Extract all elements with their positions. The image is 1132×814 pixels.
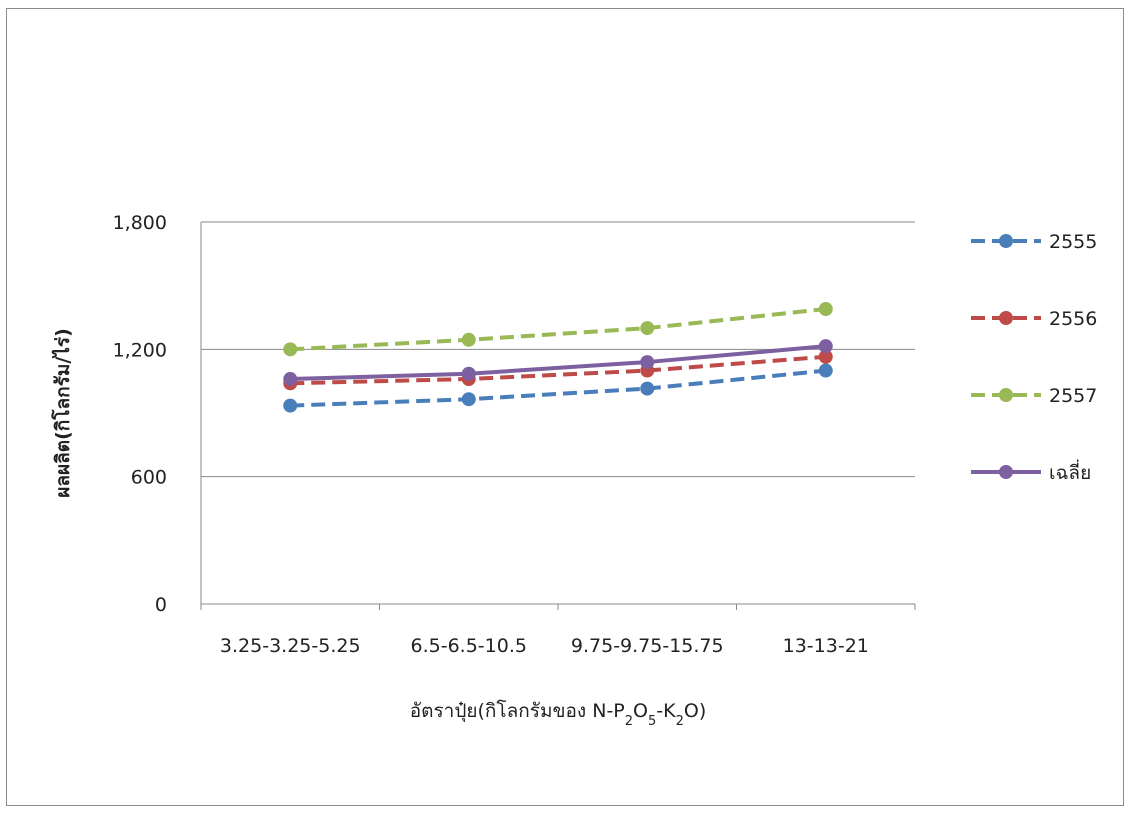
x-tick-label: 3.25-3.25-5.25	[220, 635, 361, 657]
legend: 2555 2556 2557 เฉลี่ย	[971, 231, 1097, 484]
data-point	[818, 339, 833, 354]
data-point	[283, 372, 298, 387]
legend-label: 2557	[1049, 385, 1097, 407]
series-2	[283, 302, 833, 357]
data-point	[461, 392, 476, 407]
series-line	[290, 354, 826, 386]
y-axis-title: ผลผลิต(กิโลกรัม/ไร่)	[51, 328, 74, 498]
data-point	[818, 363, 833, 378]
axes	[200, 222, 916, 610]
legend-item: เฉลี่ย	[971, 459, 1091, 484]
legend-swatch-marker	[999, 234, 1013, 248]
x-tick-labels: 3.25-3.25-5.25 6.5-6.5-10.5 9.75-9.75-15.7…	[220, 635, 869, 657]
data-point	[640, 355, 655, 370]
series-lines	[283, 302, 833, 413]
data-point	[818, 349, 833, 364]
legend-swatch-marker	[999, 388, 1013, 402]
legend-item: 2556	[971, 308, 1097, 330]
data-point	[640, 381, 655, 396]
x-tick-label: 9.75-9.75-15.75	[571, 635, 724, 657]
series-line	[290, 344, 826, 382]
legend-label: 2555	[1049, 231, 1097, 253]
x-tick-label: 6.5-6.5-10.5	[411, 635, 527, 657]
legend-item: 2557	[971, 385, 1097, 407]
chart-frame: 0 600 1,200 1,800 3.25-3.25-5.25 6.5-6.5-10.…	[6, 8, 1124, 806]
data-point	[461, 366, 476, 381]
data-point	[283, 398, 298, 413]
legend-swatch-marker	[999, 465, 1013, 479]
data-point	[640, 321, 655, 336]
legend-label: เฉลี่ย	[1049, 459, 1091, 484]
series-1	[283, 349, 833, 391]
legend-label: 2556	[1049, 308, 1097, 330]
x-tick-label: 13-13-21	[783, 635, 869, 657]
y-tick-label: 1,800	[113, 212, 167, 234]
line-chart: 0 600 1,200 1,800 3.25-3.25-5.25 6.5-6.5-10.…	[51, 212, 1097, 729]
legend-item: 2555	[971, 231, 1097, 253]
y-tick-label: 0	[155, 594, 167, 616]
y-tick-label: 1,200	[113, 339, 167, 361]
y-tick-labels: 0 600 1,200 1,800	[113, 212, 167, 616]
y-tick-label: 600	[131, 467, 167, 489]
series-line	[290, 307, 826, 352]
legend-swatch-marker	[999, 311, 1013, 325]
x-axis-title: อัตราปุ๋ย(กิโลกรัมของ N-P2O5-K2O)	[410, 699, 707, 729]
series-line	[290, 368, 826, 408]
data-point	[818, 302, 833, 317]
series-3	[283, 339, 833, 387]
data-point	[461, 332, 476, 347]
data-point	[283, 342, 298, 357]
series-0	[283, 363, 833, 413]
